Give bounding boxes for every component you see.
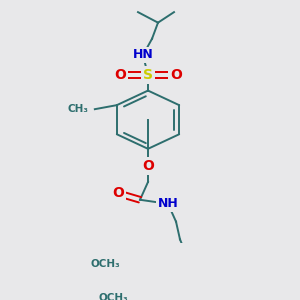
Text: O: O (114, 68, 126, 82)
Text: CH₃: CH₃ (68, 104, 89, 114)
Text: HN: HN (133, 49, 153, 62)
Text: O: O (170, 68, 182, 82)
Text: O: O (112, 186, 124, 200)
Text: S: S (143, 68, 153, 82)
Text: O: O (142, 159, 154, 173)
Text: NH: NH (158, 197, 178, 210)
Text: OCH₃: OCH₃ (99, 292, 129, 300)
Text: OCH₃: OCH₃ (91, 260, 121, 269)
